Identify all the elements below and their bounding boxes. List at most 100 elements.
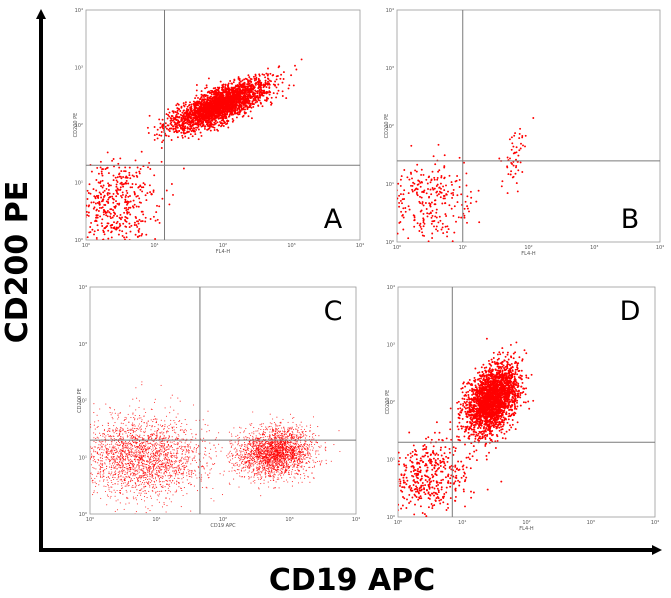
data-point [433, 187, 436, 190]
data-point [126, 211, 129, 214]
data-point [460, 216, 463, 219]
data-point [125, 475, 127, 478]
data-point [95, 239, 98, 240]
data-point [163, 442, 165, 444]
data-point [447, 190, 449, 193]
data-point [129, 195, 131, 197]
data-point [146, 447, 148, 449]
data-point [133, 498, 135, 500]
data-point [125, 430, 127, 432]
data-point [151, 433, 153, 435]
data-point [248, 106, 251, 109]
data-point [134, 431, 136, 433]
data-point [116, 430, 118, 432]
data-point [96, 475, 98, 477]
data-point [466, 195, 469, 198]
data-point [73, 162, 75, 164]
data-point [395, 204, 397, 206]
data-point [455, 179, 458, 182]
data-point [169, 452, 172, 454]
data-point [226, 122, 229, 125]
data-point [150, 193, 153, 195]
data-point [85, 465, 86, 466]
data-point [123, 170, 126, 173]
data-point [144, 432, 146, 434]
panel-a: 10⁰ 10¹ 10² 10³ 10⁴10⁰10¹10²10³10⁴FL4-HCD200… [68, 8, 364, 255]
data-point [180, 445, 182, 447]
data-point [84, 184, 86, 186]
data-point [112, 192, 115, 195]
data-point [101, 446, 103, 448]
data-point [469, 202, 472, 205]
data-point [281, 90, 284, 93]
data-point [94, 451, 96, 453]
data-point [127, 211, 130, 214]
data-point [410, 172, 413, 175]
data-point [154, 473, 156, 475]
data-point [100, 200, 103, 203]
data-point [167, 437, 169, 439]
data-point [435, 216, 438, 219]
data-point [68, 202, 70, 204]
data-point [90, 423, 92, 425]
data-point [110, 217, 112, 220]
data-point [204, 120, 207, 123]
data-point [130, 460, 132, 463]
data-point [181, 450, 184, 452]
data-point [153, 455, 155, 457]
data-point [127, 447, 129, 449]
data-point [187, 123, 190, 126]
data-point [111, 436, 113, 438]
data-point [236, 112, 238, 115]
data-point [111, 448, 113, 450]
data-point [264, 76, 267, 79]
data-point [167, 461, 169, 463]
data-point [159, 435, 161, 437]
data-point [141, 233, 144, 235]
data-point [206, 97, 209, 100]
data-point [214, 106, 217, 109]
data-point [452, 194, 455, 196]
data-point [127, 427, 129, 429]
data-point [86, 189, 89, 192]
data-point [187, 460, 189, 462]
data-point [207, 104, 210, 107]
data-point [264, 84, 266, 87]
data-point [69, 204, 71, 206]
data-point [247, 74, 250, 77]
data-point [164, 449, 166, 451]
data-point [93, 251, 95, 253]
data-point [81, 215, 83, 217]
data-point [61, 440, 62, 441]
data-point [236, 101, 238, 104]
data-point [241, 90, 244, 92]
data-point [120, 181, 123, 184]
data-point [186, 450, 188, 452]
data-point [164, 486, 166, 488]
x-tick-label: 10⁰ [393, 245, 401, 251]
data-point [458, 186, 461, 188]
data-point [379, 243, 381, 245]
data-point [112, 174, 115, 177]
data-point [437, 193, 440, 196]
data-point [139, 188, 142, 191]
data-point [142, 463, 145, 465]
data-point [193, 448, 195, 450]
data-point [213, 121, 216, 124]
data-point [456, 201, 459, 204]
data-point [170, 475, 172, 477]
data-point [117, 444, 119, 447]
data-point [178, 446, 181, 448]
data-point [147, 467, 149, 469]
data-point [90, 201, 93, 204]
data-point [135, 205, 138, 208]
data-point [147, 446, 149, 448]
data-point [240, 102, 243, 105]
data-point [229, 112, 232, 115]
data-point [215, 88, 218, 91]
data-point [453, 205, 456, 208]
data-point [287, 87, 290, 90]
data-point [125, 194, 128, 197]
data-point [154, 238, 157, 240]
data-point [234, 89, 237, 92]
